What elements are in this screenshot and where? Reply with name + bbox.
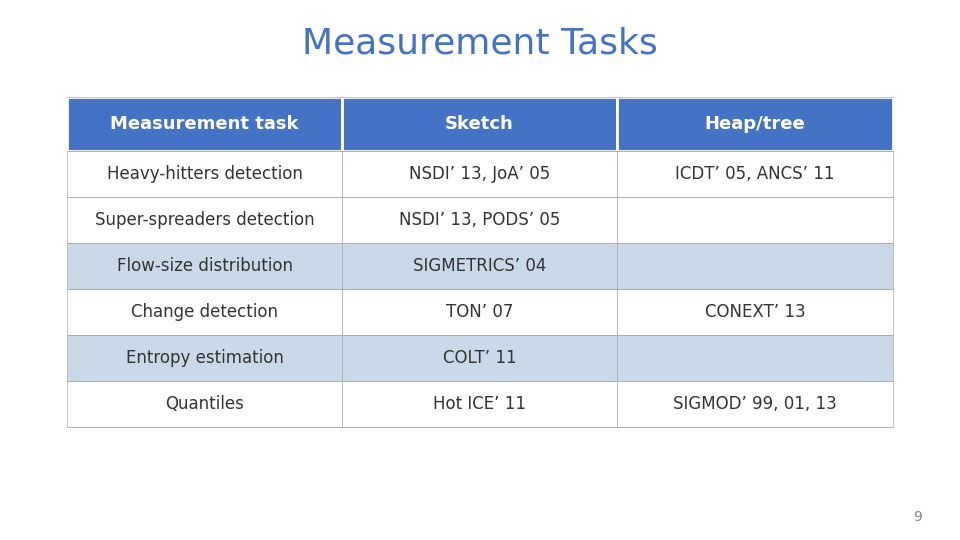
Text: Heavy-hitters detection: Heavy-hitters detection xyxy=(107,165,302,183)
Text: TON’ 07: TON’ 07 xyxy=(445,303,514,321)
Text: 9: 9 xyxy=(913,510,922,524)
Bar xyxy=(342,151,617,197)
Bar xyxy=(342,243,617,289)
Text: Quantiles: Quantiles xyxy=(165,395,244,413)
Text: Change detection: Change detection xyxy=(132,303,278,321)
Bar xyxy=(67,97,342,151)
Bar xyxy=(617,335,893,381)
Text: Heap/tree: Heap/tree xyxy=(705,115,805,133)
Bar xyxy=(617,97,893,151)
Text: CONEXT’ 13: CONEXT’ 13 xyxy=(705,303,805,321)
Bar xyxy=(342,381,617,427)
Bar xyxy=(342,197,617,243)
Bar xyxy=(67,197,342,243)
Bar xyxy=(617,243,893,289)
Text: NSDI’ 13, JoA’ 05: NSDI’ 13, JoA’ 05 xyxy=(409,165,550,183)
Bar xyxy=(617,289,893,335)
Bar xyxy=(617,151,893,197)
Text: Entropy estimation: Entropy estimation xyxy=(126,349,283,367)
Bar xyxy=(617,197,893,243)
Text: Measurement task: Measurement task xyxy=(110,115,299,133)
Text: Sketch: Sketch xyxy=(445,115,514,133)
Bar xyxy=(67,151,342,197)
Bar xyxy=(67,289,342,335)
Text: NSDI’ 13, PODS’ 05: NSDI’ 13, PODS’ 05 xyxy=(399,211,561,229)
Text: Measurement Tasks: Measurement Tasks xyxy=(302,26,658,60)
Text: SIGMETRICS’ 04: SIGMETRICS’ 04 xyxy=(413,257,546,275)
Bar xyxy=(342,97,617,151)
Text: ICDT’ 05, ANCS’ 11: ICDT’ 05, ANCS’ 11 xyxy=(675,165,834,183)
Bar xyxy=(67,335,342,381)
Text: Super-spreaders detection: Super-spreaders detection xyxy=(95,211,315,229)
Text: Flow-size distribution: Flow-size distribution xyxy=(117,257,293,275)
Text: Hot ICE’ 11: Hot ICE’ 11 xyxy=(433,395,526,413)
Bar xyxy=(342,335,617,381)
Text: COLT’ 11: COLT’ 11 xyxy=(443,349,516,367)
Bar xyxy=(67,243,342,289)
Bar xyxy=(342,289,617,335)
Text: SIGMOD’ 99, 01, 13: SIGMOD’ 99, 01, 13 xyxy=(673,395,837,413)
Bar xyxy=(67,381,342,427)
Bar xyxy=(617,381,893,427)
